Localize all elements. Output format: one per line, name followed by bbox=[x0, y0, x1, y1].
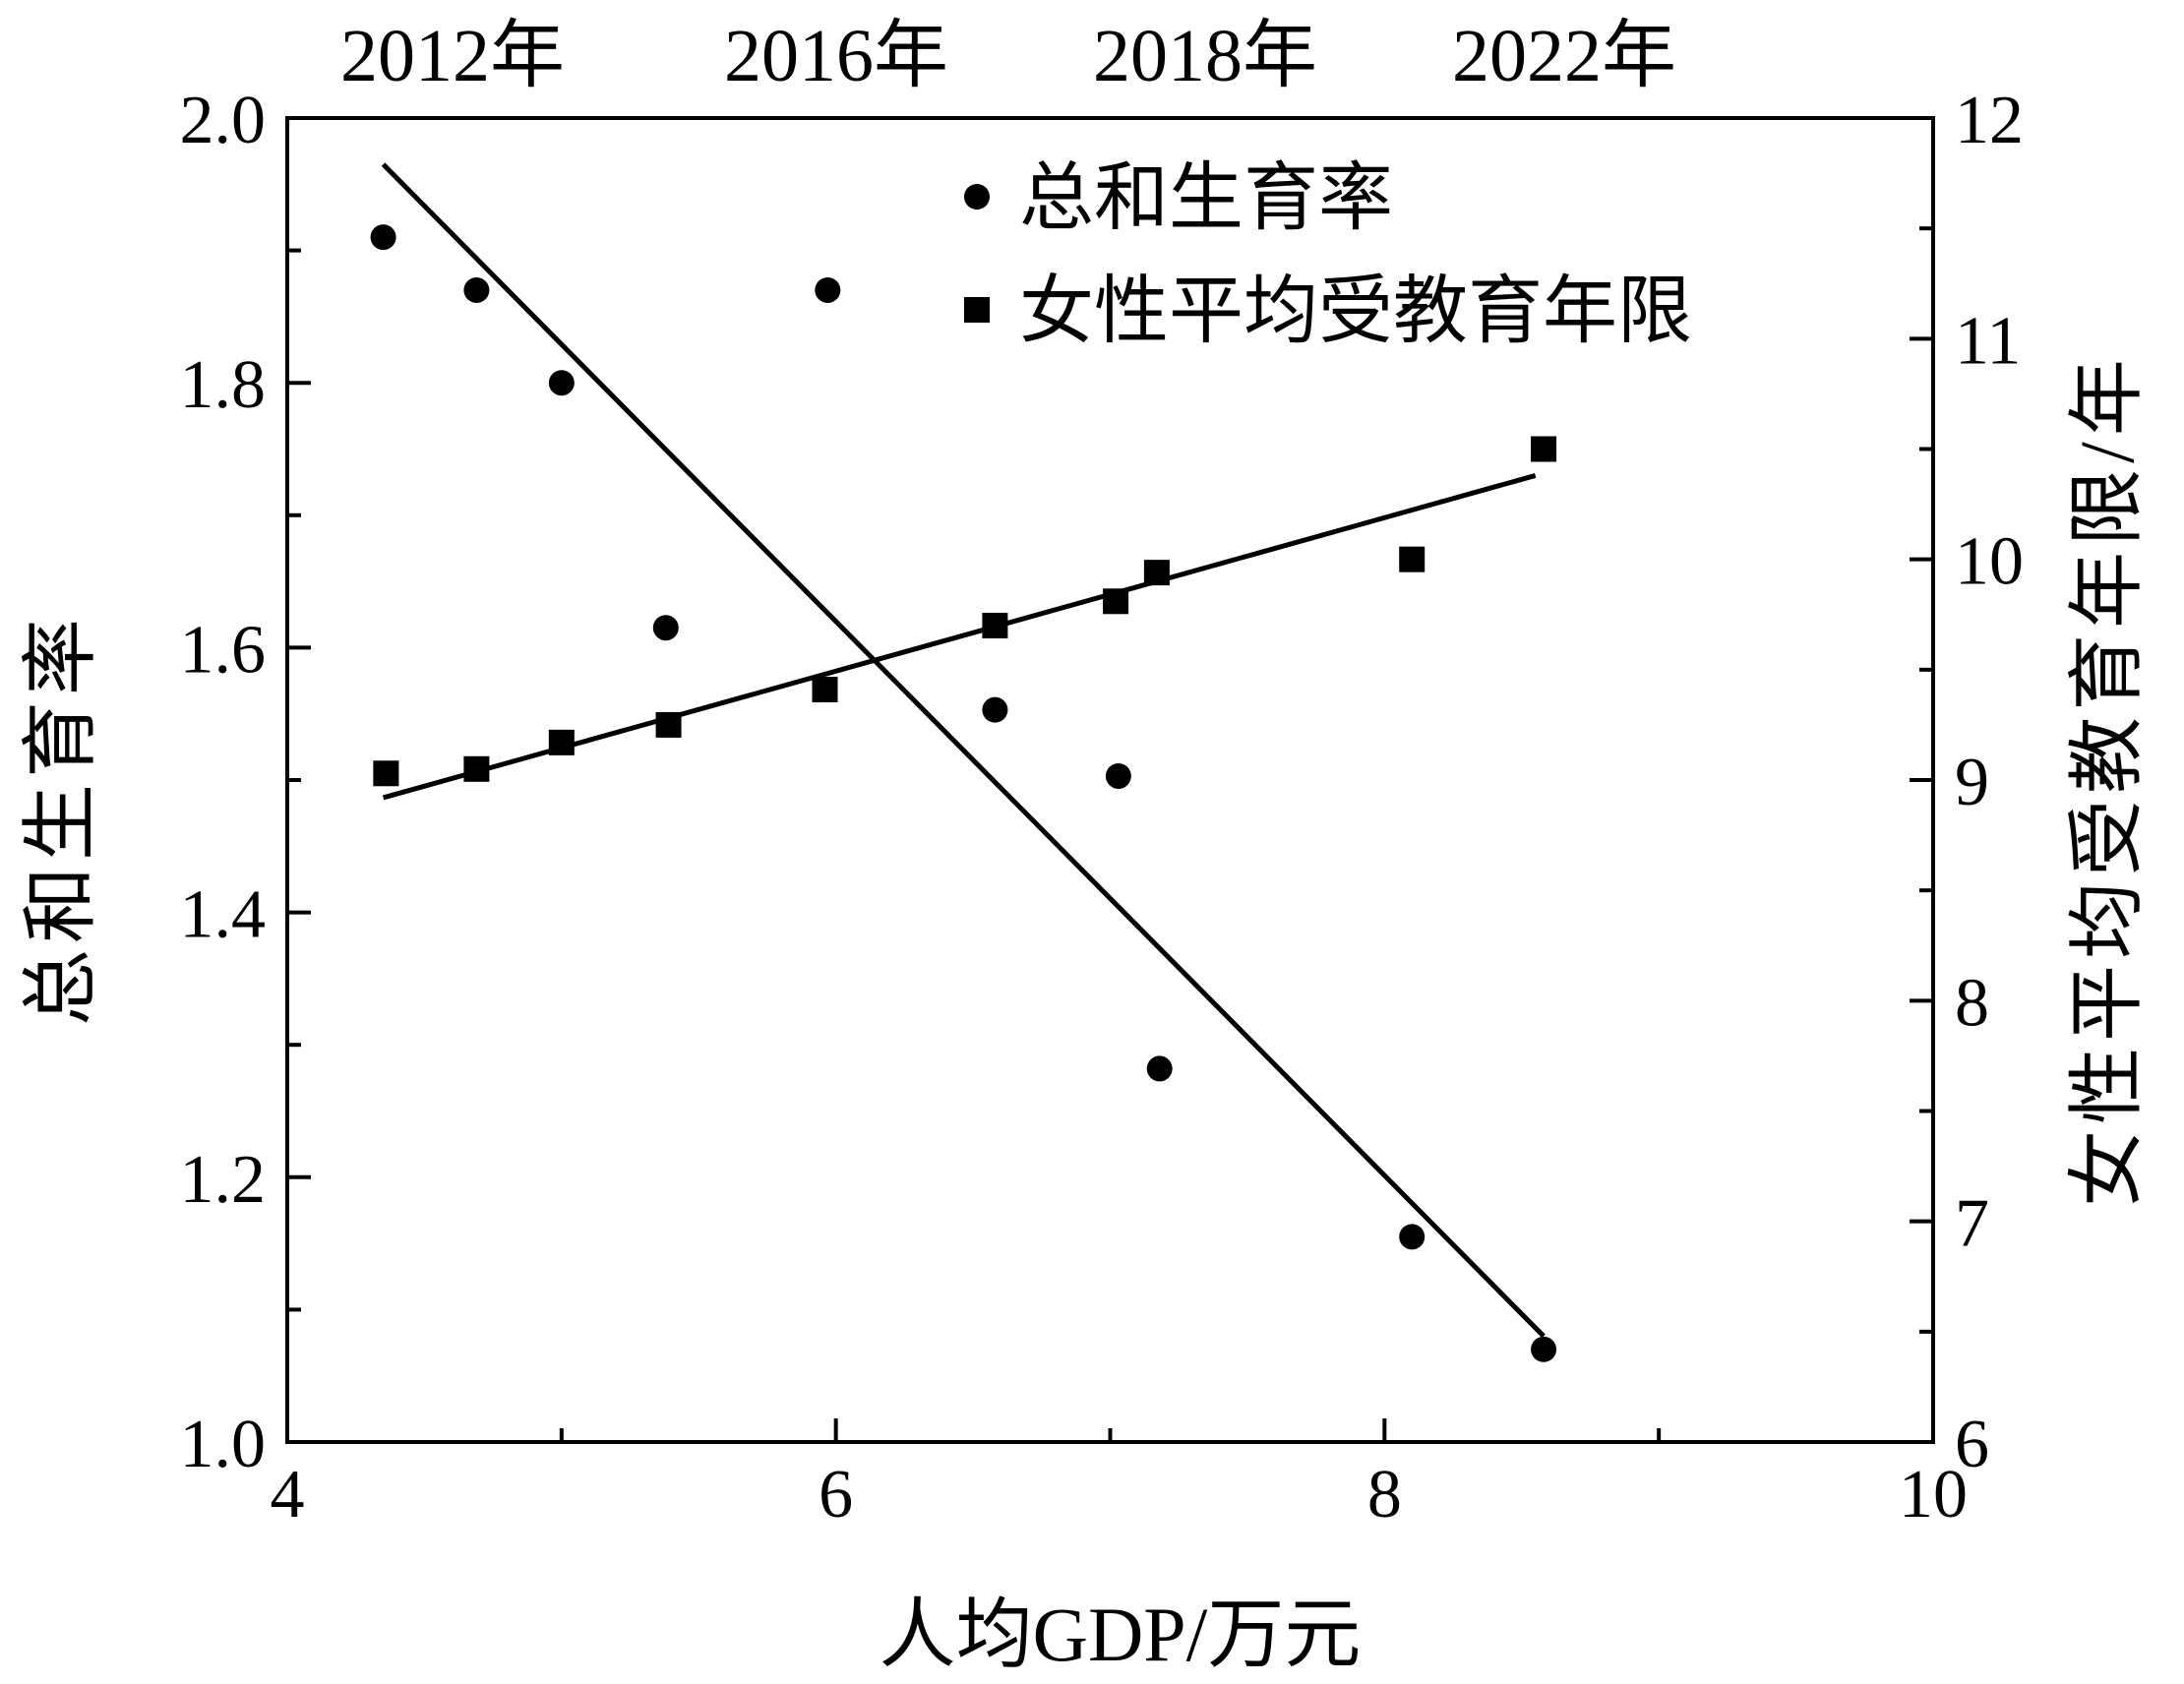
fertility-point bbox=[1105, 762, 1131, 789]
education-point bbox=[982, 612, 1008, 638]
y-right-tick-label: 6 bbox=[1955, 1407, 1989, 1482]
y-left-tick-label: 1.4 bbox=[180, 877, 267, 953]
fertility-point bbox=[815, 276, 841, 303]
y-right-tick-label: 10 bbox=[1955, 524, 2024, 600]
legend-square-marker bbox=[964, 297, 990, 323]
y-right-tick-label: 12 bbox=[1955, 83, 2024, 158]
top-year-label: 2022年 bbox=[1452, 15, 1676, 97]
education-point bbox=[1531, 436, 1557, 462]
education-point bbox=[373, 760, 399, 787]
education-point bbox=[1143, 560, 1170, 586]
legend-label-education: 女性平均受教育年限 bbox=[1019, 271, 1692, 353]
legend-circle-marker bbox=[964, 184, 990, 210]
y-right-tick-label: 9 bbox=[1955, 745, 1989, 820]
education-point bbox=[463, 755, 490, 782]
y-right-tick-label: 8 bbox=[1955, 965, 1989, 1041]
fertility-point bbox=[370, 224, 396, 251]
fertility-point bbox=[463, 276, 490, 303]
y-left-tick-label: 1.6 bbox=[180, 612, 267, 688]
fertility-point bbox=[982, 696, 1008, 723]
y-left-tick-label: 1.0 bbox=[180, 1407, 267, 1482]
x-tick-label: 10 bbox=[1899, 1457, 1968, 1533]
education-point bbox=[655, 711, 682, 738]
y-left-axis-label: 总和生育率 bbox=[18, 613, 103, 1026]
top-year-label: 2016年 bbox=[724, 15, 948, 97]
x-axis-label: 人均GDP/万元 bbox=[880, 1592, 1362, 1677]
education-point bbox=[1399, 546, 1426, 572]
y-right-tick-label: 11 bbox=[1955, 303, 2021, 379]
x-tick-label: 8 bbox=[1367, 1457, 1402, 1533]
y-left-tick-label: 2.0 bbox=[180, 83, 267, 158]
fertility-trendline bbox=[381, 162, 1546, 1339]
education-point bbox=[1103, 588, 1129, 615]
x-tick-label: 4 bbox=[271, 1457, 305, 1533]
fertility-point bbox=[652, 615, 679, 641]
fertility-point bbox=[1399, 1224, 1426, 1250]
education-trendline bbox=[382, 473, 1537, 801]
top-year-label: 2012年 bbox=[340, 15, 565, 97]
fertility-point bbox=[1531, 1336, 1557, 1362]
y-right-axis-label: 女性平均受教育年限/年 bbox=[2064, 353, 2150, 1207]
fertility-point bbox=[548, 370, 575, 396]
x-tick-label: 6 bbox=[819, 1457, 853, 1533]
education-point bbox=[812, 677, 838, 703]
fertility-point bbox=[1146, 1055, 1173, 1082]
legend-label-fertility: 总和生育率 bbox=[1019, 157, 1393, 240]
y-left-tick-label: 1.2 bbox=[180, 1142, 267, 1218]
top-year-label: 2018年 bbox=[1093, 15, 1317, 97]
education-point bbox=[548, 729, 575, 755]
y-left-tick-label: 1.8 bbox=[180, 347, 267, 423]
y-right-tick-label: 7 bbox=[1955, 1186, 1989, 1262]
